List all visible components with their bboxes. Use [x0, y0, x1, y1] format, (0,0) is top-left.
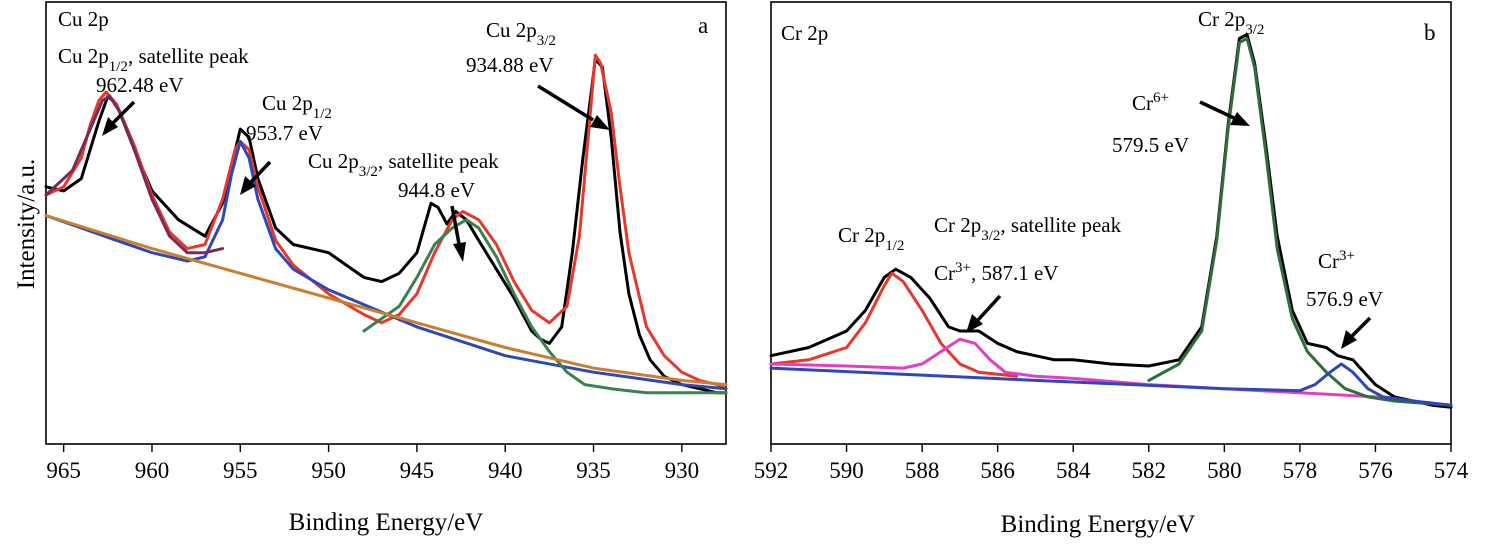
panel-b-x-tick-label: 592 — [754, 458, 789, 483]
arrowhead-cu2p32-satellite — [453, 242, 466, 262]
panel-a-x-tick-label: 960 — [135, 458, 170, 483]
panel-b-x-tick-label: 578 — [1283, 458, 1318, 483]
arrowhead-cu2p32 — [590, 115, 610, 130]
panel-b-series-line — [769, 32, 1453, 409]
panel-a-series-line — [44, 140, 728, 391]
panel-a-x-tick-label: 955 — [223, 458, 258, 483]
panel-a-series-line — [362, 218, 728, 395]
panel-b-x-tick-label: 586 — [980, 458, 1015, 483]
panel-a-series-line — [44, 94, 225, 255]
annotation-cu2p12-satellite-energy: 962.48 eV — [96, 73, 184, 97]
panel-b-x-tick-label: 580 — [1207, 458, 1242, 483]
panel-b-x-tick-label: 576 — [1358, 458, 1393, 483]
annotation-cu2p32-satellite-energy: 944.8 eV — [398, 178, 475, 202]
arrowhead-cr3-587 — [966, 314, 983, 333]
panel-a-x-ticks: 965 960 955 950 945 940 935 930 — [46, 444, 699, 483]
arrow-cu2p12-satellite — [110, 100, 136, 126]
panel-a-series-line — [44, 53, 728, 391]
panel-a-x-tick-label: 930 — [665, 458, 700, 483]
panel-a-title: Cu 2p — [58, 7, 109, 31]
annotation-cr3-587: Cr3+, 587.1 eV — [934, 260, 1058, 285]
panel-a-series — [44, 53, 728, 395]
annotation-cr3-576: Cr3+ — [1318, 248, 1355, 273]
panel-a-series-line — [44, 57, 728, 395]
panel-b-series-line — [769, 271, 1019, 378]
arrowhead-cu2p12-satellite — [102, 117, 118, 136]
annotation-cr2p32: Cr 2p3/2 — [1198, 7, 1264, 38]
panel-b-x-tick-label: 582 — [1132, 458, 1167, 483]
panel-b-frame — [770, 1, 1452, 445]
annotation-cu2p32-satellite: Cu 2p3/2, satellite peak — [308, 149, 499, 180]
arrow-cr6 — [1199, 100, 1235, 120]
panel-b-x-tick-label: 590 — [829, 458, 864, 483]
panel-b-x-tick-label: 584 — [1056, 458, 1091, 483]
panel-a-xlabel: Binding Energy/eV — [289, 509, 484, 536]
panel-b-cr2p: 592 590 588 586 584 582 580 578 576 574 Cr 2p b C… — [754, 1, 1469, 538]
panel-a-x-tick-label: 940 — [488, 458, 523, 483]
panel-b-x-tick-label: 574 — [1434, 458, 1469, 483]
annotation-cu2p32: Cu 2p3/2 — [486, 18, 556, 49]
arrow-cr3-587 — [976, 294, 1002, 322]
arrowhead-cr3-576 — [1341, 330, 1357, 349]
annotation-cr2p12: Cr 2p1/2 — [838, 223, 904, 254]
panel-a-ylabel: Intensity/a.u. — [13, 159, 40, 290]
annotation-cr3-576-energy: 576.9 eV — [1306, 287, 1383, 311]
panel-b-xlabel: Binding Energy/eV — [1001, 511, 1196, 538]
annotation-cu2p12-satellite: Cu 2p1/2, satellite peak — [58, 44, 249, 75]
panel-a-cu2p: 965 960 955 950 945 940 935 930 Cu 2p a Cu 2p1/… — [13, 1, 728, 536]
annotation-cr6-energy: 579.5 eV — [1112, 133, 1189, 157]
panel-a-letter: a — [698, 13, 708, 38]
annotation-cu2p12: Cu 2p1/2 — [262, 91, 332, 122]
annotation-cr2p32-satellite: Cr 2p3/2, satellite peak — [934, 213, 1122, 244]
panel-b-series — [769, 32, 1453, 409]
panel-a-x-tick-label: 945 — [400, 458, 435, 483]
panel-b-x-ticks: 592 590 588 586 584 582 580 578 576 574 — [754, 444, 1469, 483]
panel-a-frame — [45, 1, 727, 445]
annotation-cu2p12-energy: 953.7 eV — [246, 121, 323, 145]
annotation-cu2p32-energy: 934.88 eV — [466, 53, 554, 77]
panel-b-x-tick-label: 588 — [905, 458, 940, 483]
panel-b-series-line — [1147, 37, 1453, 407]
arrow-cu2p32-satellite — [450, 205, 461, 245]
arrowhead-cu2p12 — [240, 176, 256, 195]
panel-a-x-tick-label: 965 — [46, 458, 81, 483]
arrow-cu2p32 — [537, 84, 594, 122]
panel-b-series-line — [769, 362, 1453, 407]
panel-a-x-tick-label: 950 — [311, 458, 346, 483]
arrow-cr3-576 — [1350, 316, 1372, 338]
arrow-cu2p12 — [248, 160, 272, 185]
arrowhead-cr6 — [1230, 112, 1250, 126]
panel-a-x-tick-label: 935 — [576, 458, 611, 483]
panel-a-series-line — [44, 214, 728, 387]
panel-b-letter: b — [1424, 20, 1436, 45]
panel-b-title: Cr 2p — [781, 21, 828, 45]
annotation-cr6: Cr6+ — [1132, 90, 1169, 115]
